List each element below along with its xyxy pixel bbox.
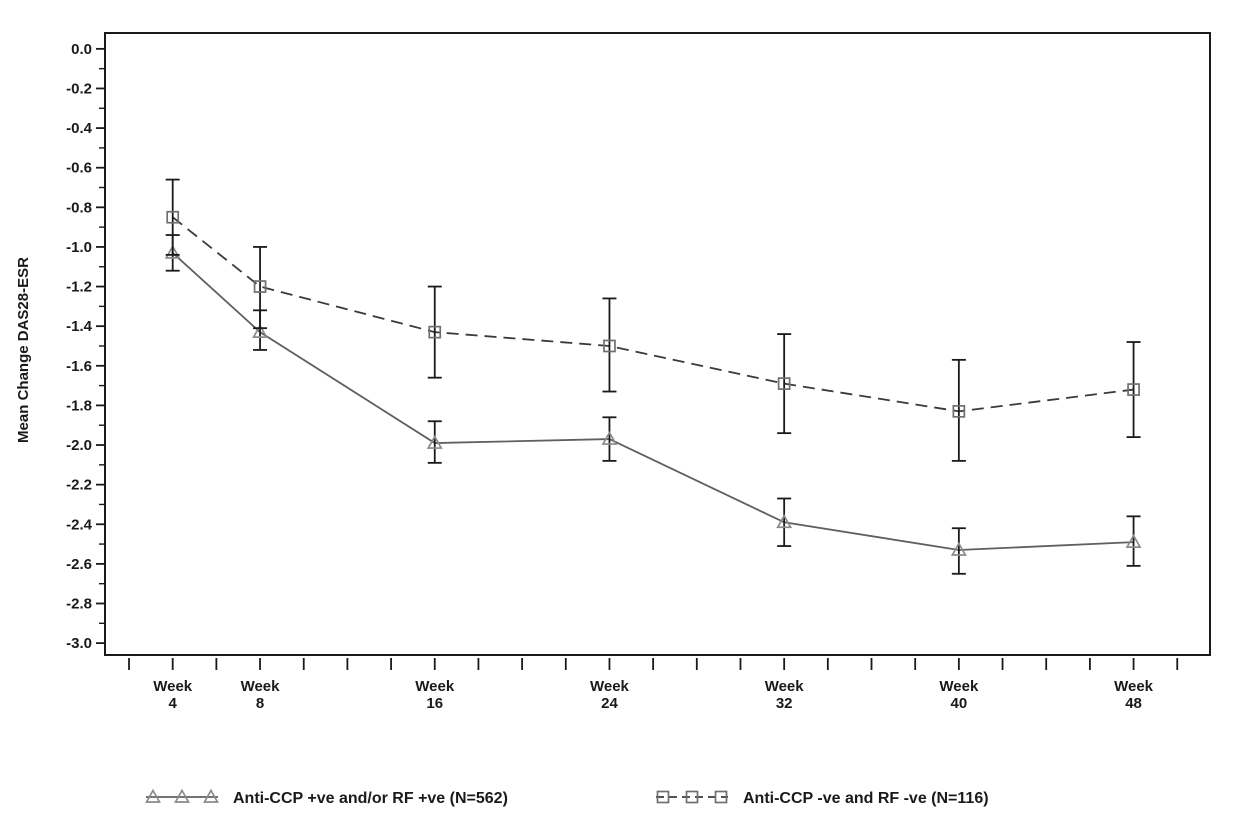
y-tick-label: -1.2: [66, 279, 92, 296]
y-tick-label: -0.6: [66, 160, 92, 177]
x-tick-label-word: Week: [590, 678, 630, 695]
error-bar: [777, 497, 792, 547]
x-tick-label-word: Week: [939, 678, 979, 695]
legend-entry-0: Anti-CCP +ve and/or RF +ve (N=562): [145, 788, 508, 807]
series-line: [172, 216, 1134, 413]
x-tick-label-number: 16: [426, 695, 443, 712]
x-tick-label-number: 24: [601, 695, 618, 712]
square-marker: [428, 325, 442, 339]
triangle-marker: [1125, 533, 1142, 548]
y-tick-label: -2.6: [66, 556, 92, 573]
square-marker: [603, 339, 616, 353]
square-marker: [777, 377, 791, 390]
series-line: [172, 252, 1134, 551]
y-tick-label: -1.4: [66, 318, 93, 335]
y-tick-label: -0.2: [66, 80, 92, 97]
triangle-marker: [164, 244, 181, 259]
y-tick-label: -1.6: [66, 358, 92, 375]
y-tick-label: -0.8: [66, 199, 92, 216]
x-tick-label-number: 4: [169, 695, 178, 712]
x-tick-label-word: Week: [415, 678, 455, 695]
x-tick-label-number: 32: [776, 695, 793, 712]
triangle-marker: [426, 434, 443, 449]
triangle-marker: [776, 514, 793, 529]
y-tick-label: -2.8: [66, 595, 92, 612]
y-tick-label: -1.0: [66, 239, 92, 256]
triangle-marker: [174, 788, 190, 803]
error-bar: [427, 420, 442, 464]
error-bar: [427, 285, 442, 379]
error-bar: [951, 358, 966, 462]
x-tick-label-word: Week: [765, 678, 805, 695]
triangle-marker: [203, 788, 219, 803]
x-tick-label-number: 40: [951, 695, 968, 712]
plot-frame: [104, 32, 1211, 656]
y-tick-label: -2.0: [66, 437, 92, 454]
x-tick-label-word: Week: [153, 678, 193, 695]
x-tick-label-word: Week: [1114, 678, 1154, 695]
square-marker: [166, 210, 180, 224]
y-tick-label: -1.8: [66, 397, 92, 414]
error-bar: [602, 297, 617, 393]
legend-label: Anti-CCP -ve and RF -ve (N=116): [743, 790, 989, 807]
legend-label: Anti-CCP +ve and/or RF +ve (N=562): [233, 790, 508, 807]
error-bar: [951, 527, 966, 575]
square-marker: [952, 405, 966, 418]
square-marker: [656, 790, 670, 804]
error-bar: [1126, 341, 1141, 439]
series-1: [165, 178, 1141, 462]
square-marker: [253, 280, 267, 293]
x-tick-label-word: Week: [241, 678, 281, 695]
x-tick-label-number: 8: [256, 695, 264, 712]
legend-entry-1: Anti-CCP -ve and RF -ve (N=116): [656, 790, 989, 807]
error-bar: [1126, 515, 1141, 567]
square-marker: [685, 790, 699, 804]
y-tick-label: 0.0: [71, 41, 92, 58]
y-tick-label: -2.2: [66, 477, 92, 494]
y-tick-label: -0.4: [66, 120, 93, 137]
error-bar: [253, 246, 268, 330]
triangle-marker: [252, 323, 269, 338]
triangle-marker: [145, 788, 161, 803]
y-tick-label: -3.0: [66, 635, 92, 652]
square-marker: [714, 790, 728, 804]
y-axis-title: Mean Change DAS28-ESR: [15, 257, 32, 443]
error-bar: [602, 416, 617, 462]
triangle-marker: [601, 430, 618, 445]
triangle-marker: [950, 541, 967, 556]
series-0: [164, 234, 1142, 575]
error-bar: [777, 333, 792, 435]
y-tick-label: -2.4: [66, 516, 93, 533]
error-bar: [165, 178, 180, 256]
x-tick-label-number: 48: [1125, 695, 1142, 712]
y-axis: 0.0 -0.2 -0.4 -0.6 -0.8 -1.0 -1.2 -1.4 -1.6 -1.8 -…: [66, 41, 105, 652]
square-marker: [1127, 383, 1140, 396]
